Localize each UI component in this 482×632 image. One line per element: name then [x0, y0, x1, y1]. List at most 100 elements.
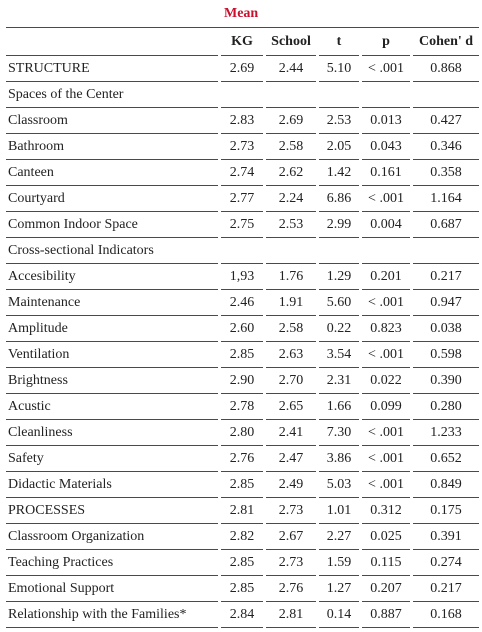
row-label: Courtyard — [6, 186, 218, 212]
cell: 0.168 — [413, 602, 480, 628]
row-label: Ventilation — [6, 342, 218, 368]
cell: 2.24 — [266, 186, 316, 212]
empty-cell — [319, 238, 359, 264]
table-row: Cross-sectional Indicators — [6, 238, 480, 264]
cell: 0.207 — [362, 576, 410, 602]
cell: 2.67 — [266, 524, 316, 550]
cell: 0.687 — [413, 212, 480, 238]
cell: 2.49 — [266, 472, 316, 498]
cell: < .001 — [362, 420, 410, 446]
cell: 2.81 — [266, 602, 316, 628]
cell: 2.85 — [221, 472, 263, 498]
cell: 1.91 — [266, 290, 316, 316]
cell: 1.164 — [413, 186, 480, 212]
row-label: Safety — [6, 446, 218, 472]
cell: 0.025 — [362, 524, 410, 550]
row-label: Brightness — [6, 368, 218, 394]
cell: 2.77 — [221, 186, 263, 212]
header-cell — [6, 28, 218, 56]
table-row: Common Indoor Space 2.75 2.53 2.99 0.004 0.68… — [6, 212, 480, 238]
row-label: Classroom Organization — [6, 524, 218, 550]
row-label: Cross-sectional Indicators — [6, 238, 218, 264]
table-row: Acustic 2.78 2.65 1.66 0.099 0.280 — [6, 394, 480, 420]
row-label: Cleanliness — [6, 420, 218, 446]
cell: 2.80 — [221, 420, 263, 446]
cell: 0.175 — [413, 498, 480, 524]
cell: 2.46 — [221, 290, 263, 316]
cell: 2.69 — [266, 108, 316, 134]
cell: 2.84 — [221, 602, 263, 628]
table-row: Emotional Support 2.85 2.76 1.27 0.207 0.217 — [6, 576, 480, 602]
cell: 1.66 — [319, 394, 359, 420]
cell: 1.01 — [319, 498, 359, 524]
cell: 1.233 — [413, 420, 480, 446]
cell: 0.947 — [413, 290, 480, 316]
cell: 2.27 — [319, 524, 359, 550]
header-row: KG School t p Cohen' d — [6, 28, 480, 56]
empty-cell — [221, 82, 263, 108]
cell: 0.598 — [413, 342, 480, 368]
row-label: Emotional Support — [6, 576, 218, 602]
table-row: Cleanliness 2.80 2.41 7.30 < .001 1.233 — [6, 420, 480, 446]
empty-cell — [266, 238, 316, 264]
table-row: STRUCTURE 2.69 2.44 5.10 < .001 0.868 — [6, 56, 480, 82]
cell: 7.30 — [319, 420, 359, 446]
cell: 0.201 — [362, 264, 410, 290]
cell: 1,93 — [221, 264, 263, 290]
cell: 0.14 — [319, 602, 359, 628]
cell: < .001 — [362, 290, 410, 316]
cell: 2.78 — [221, 394, 263, 420]
cell: 2.47 — [266, 446, 316, 472]
cell: 0.887 — [362, 602, 410, 628]
cell: 0.099 — [362, 394, 410, 420]
cell: 2.58 — [266, 134, 316, 160]
cell: 0.868 — [413, 56, 480, 82]
cell: 0.22 — [319, 316, 359, 342]
cell: 2.73 — [221, 134, 263, 160]
cell: 2.60 — [221, 316, 263, 342]
cell: 0.038 — [413, 316, 480, 342]
column-header: School — [266, 28, 316, 56]
cell: 0.115 — [362, 550, 410, 576]
cell: 2.99 — [319, 212, 359, 238]
cell: 0.004 — [362, 212, 410, 238]
row-label: Amplitude — [6, 316, 218, 342]
column-header: Cohen' d — [413, 28, 480, 56]
row-label: Canteen — [6, 160, 218, 186]
empty-cell — [362, 82, 410, 108]
table-row: Didactic Materials 2.85 2.49 5.03 < .001 0.84… — [6, 472, 480, 498]
results-table: Mean KG School t p Cohen' d STRUCTURE 2.69 2.44… — [3, 0, 482, 628]
column-header: t — [319, 28, 359, 56]
row-label: Accesibility — [6, 264, 218, 290]
table-row: Amplitude 2.60 2.58 0.22 0.823 0.038 — [6, 316, 480, 342]
row-label: Bathroom — [6, 134, 218, 160]
table-row: Ventilation 2.85 2.63 3.54 < .001 0.598 — [6, 342, 480, 368]
cell: 0.427 — [413, 108, 480, 134]
table-body: Mean KG School t p Cohen' d STRUCTURE 2.69 2.44… — [6, 0, 480, 628]
cell: 0.161 — [362, 160, 410, 186]
cell: 0.043 — [362, 134, 410, 160]
cell: 0.274 — [413, 550, 480, 576]
row-label: Classroom — [6, 108, 218, 134]
cell: 1.76 — [266, 264, 316, 290]
table-row: Classroom 2.83 2.69 2.53 0.013 0.427 — [6, 108, 480, 134]
cell: < .001 — [362, 342, 410, 368]
table-row: Safety 2.76 2.47 3.86 < .001 0.652 — [6, 446, 480, 472]
cell: 0.358 — [413, 160, 480, 186]
cell: 1.42 — [319, 160, 359, 186]
row-label: Acustic — [6, 394, 218, 420]
cell: 0.346 — [413, 134, 480, 160]
cell: 2.73 — [266, 550, 316, 576]
cell: 0.652 — [413, 446, 480, 472]
cell: < .001 — [362, 472, 410, 498]
cell: 3.54 — [319, 342, 359, 368]
cell: 0.022 — [362, 368, 410, 394]
table-row: Canteen 2.74 2.62 1.42 0.161 0.358 — [6, 160, 480, 186]
table-row: Classroom Organization 2.82 2.67 2.27 0.025 0… — [6, 524, 480, 550]
table-row: PROCESSES 2.81 2.73 1.01 0.312 0.175 — [6, 498, 480, 524]
cell: 2.90 — [221, 368, 263, 394]
cell: 1.29 — [319, 264, 359, 290]
cell: 2.76 — [221, 446, 263, 472]
cell: 2.83 — [221, 108, 263, 134]
